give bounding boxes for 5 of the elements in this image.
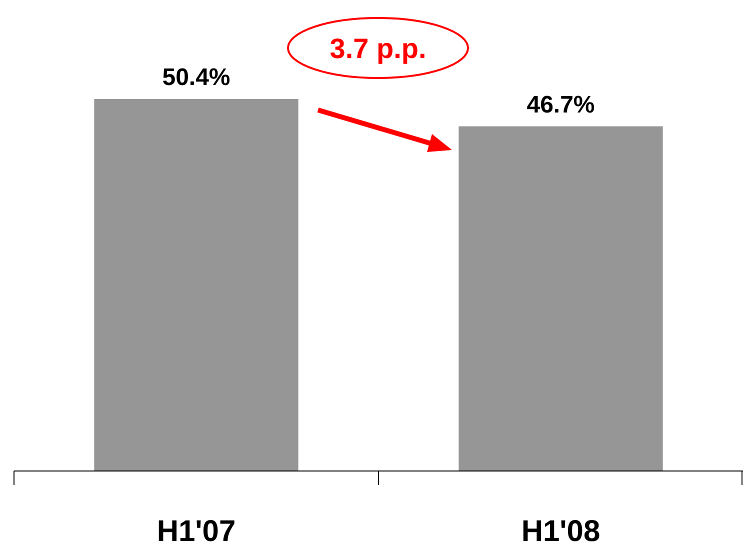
x-tick-label: H1'07 bbox=[156, 515, 236, 548]
text: 3.7 p.p. bbox=[330, 33, 426, 64]
data-label: 46.7% bbox=[526, 91, 595, 118]
x-tick-label: H1'08 bbox=[521, 515, 600, 548]
data-label: 50.4% bbox=[162, 64, 230, 91]
